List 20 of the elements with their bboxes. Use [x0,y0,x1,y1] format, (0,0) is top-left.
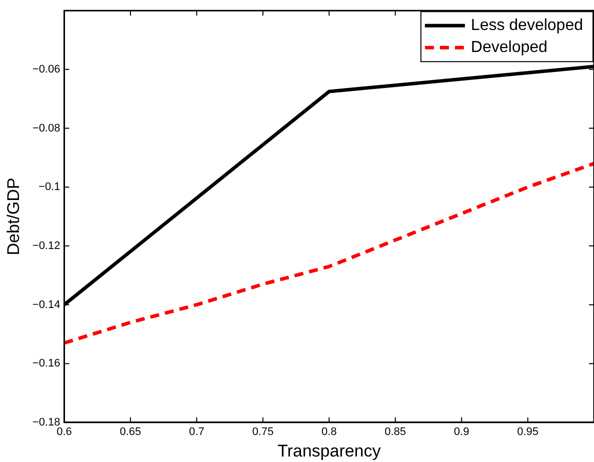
y-tick-label: −0.16 [32,358,60,370]
x-tick-label: 0.8 [321,426,337,438]
y-tick-label: −0.06 [32,63,60,76]
x-axis-title: Transparency [277,441,382,460]
y-tick-label: −0.1 [38,181,60,194]
x-tick-label: 0.7 [189,426,204,438]
legend-label: Less developed [470,17,584,34]
x-tick-label: 0.6 [56,426,72,438]
x-tick-label: 0.65 [120,426,142,438]
line-series [64,162,594,345]
x-tick-label: 0.85 [384,426,406,438]
y-tick-label: −0.08 [32,122,60,134]
x-tick-label: 0.9 [454,426,470,438]
x-tick-label: 0.75 [252,426,274,438]
y-tick-label: −0.12 [32,240,60,252]
legend-label: Developed [470,39,548,56]
x-tick-label: 0.95 [517,426,538,438]
y-axis-title: Debt/GDP [4,178,23,256]
y-tick-label: −0.14 [32,298,60,311]
y-tick-label: −0.18 [32,416,60,428]
